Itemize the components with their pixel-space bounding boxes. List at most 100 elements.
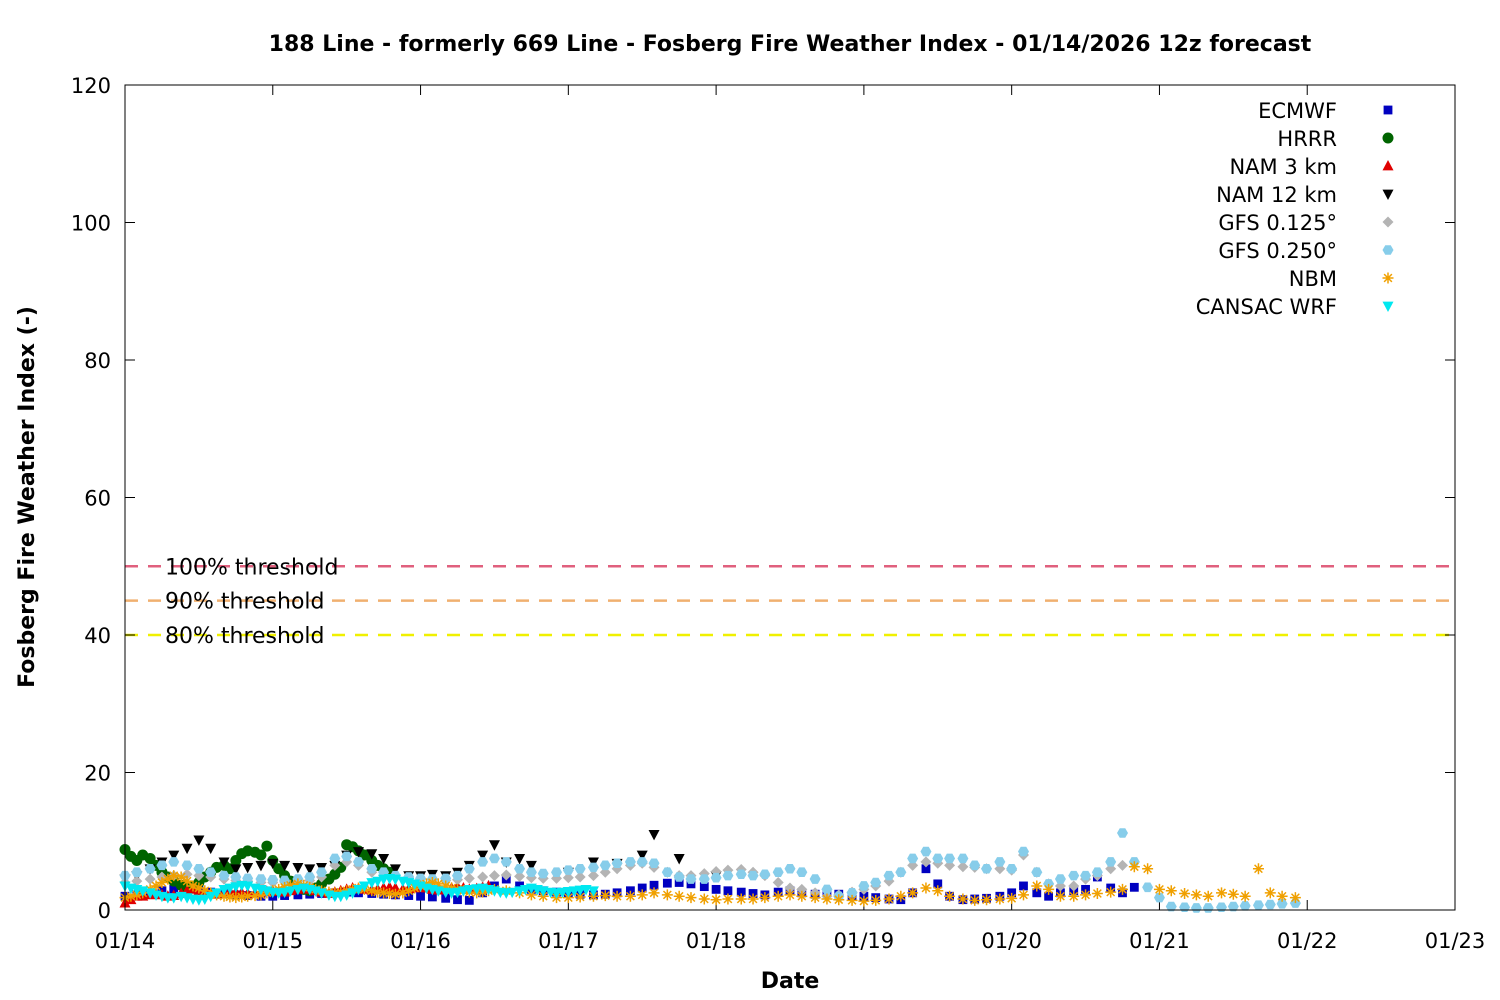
data-point: [661, 889, 673, 901]
data-point: [562, 892, 574, 904]
data-point: [1227, 888, 1239, 900]
y-tick-label: 80: [84, 349, 111, 373]
threshold-label: 90% threshold: [165, 590, 325, 615]
data-point: [389, 888, 401, 900]
y-tick-label: 60: [84, 487, 111, 511]
legend-label: NAM 3 km: [1229, 155, 1337, 179]
data-point: [895, 867, 907, 877]
data-point: [1165, 885, 1177, 897]
data-point: [833, 894, 845, 906]
data-point: [932, 885, 944, 897]
threshold-lines: 100% threshold 90% threshold 80% threshold: [125, 555, 1455, 649]
data-point: [870, 877, 882, 888]
data-point: [599, 890, 611, 902]
data-point: [698, 874, 710, 884]
data-point: [403, 885, 415, 897]
data-point: [674, 878, 684, 887]
data-point: [218, 890, 230, 902]
data-point: [710, 872, 722, 883]
data-point: [169, 884, 179, 894]
data-point: [1068, 890, 1080, 902]
data-point: [1105, 886, 1117, 898]
data-point: [796, 883, 808, 895]
data-point: [648, 829, 660, 841]
data-point: [1019, 881, 1028, 891]
data-point: [846, 888, 858, 898]
data-point: [384, 888, 396, 899]
data-point: [1239, 901, 1251, 911]
data-point: [488, 853, 500, 864]
data-point: [205, 891, 217, 903]
data-point: [648, 858, 660, 869]
data-point: [453, 895, 462, 905]
data-point: [249, 890, 261, 902]
x-tick-label: 01/19: [834, 929, 895, 953]
data-point: [242, 873, 254, 884]
data-point: [736, 887, 746, 897]
data-point: [994, 893, 1006, 905]
data-point: [515, 881, 524, 891]
data-point: [285, 886, 297, 897]
data-point: [205, 867, 217, 877]
data-point: [1117, 828, 1128, 838]
data-point: [372, 876, 384, 888]
data-point: [920, 882, 932, 894]
data-point: [285, 879, 297, 891]
data-point: [920, 846, 932, 857]
data-point: [1276, 890, 1288, 902]
data-point: [624, 857, 636, 867]
data-point: [809, 892, 821, 904]
data-point: [1190, 889, 1202, 901]
data-point: [772, 890, 784, 902]
data-point: [255, 860, 267, 872]
data-point: [699, 882, 709, 892]
data-point: [193, 835, 205, 846]
x-tick-label: 01/14: [95, 929, 156, 953]
data-point: [772, 867, 784, 877]
data-point: [933, 879, 943, 889]
data-point: [236, 891, 248, 903]
data-point: [1129, 882, 1139, 892]
data-point: [685, 892, 697, 904]
data-point: [156, 877, 168, 888]
data-point: [969, 894, 981, 906]
data-point: [427, 892, 437, 902]
data-point: [500, 869, 512, 881]
data-point: [673, 890, 685, 902]
data-point: [218, 857, 230, 868]
plot-frame: [124, 84, 1456, 911]
legend-marker: [1382, 132, 1394, 144]
data-point: [698, 893, 710, 905]
legend: ECMWF HRRR NAM 3 km NAM 12 km GFS 0.125° GFS …: [1196, 99, 1394, 319]
data-point: [292, 862, 304, 874]
data-point: [735, 893, 747, 905]
data-point: [784, 882, 796, 894]
data-point: [279, 860, 291, 872]
data-point: [747, 870, 759, 881]
legend-marker: [1382, 272, 1394, 284]
x-tick-label: 01/15: [243, 929, 304, 953]
series-group: [119, 873, 599, 906]
data-point: [525, 889, 537, 901]
data-point: [587, 886, 599, 897]
data-point: [477, 871, 489, 883]
data-point: [1006, 892, 1018, 904]
data-point: [514, 870, 526, 882]
data-point: [994, 857, 1006, 867]
data-point: [341, 851, 353, 862]
data-point: [784, 889, 796, 901]
legend-marker: [1383, 105, 1393, 115]
x-tick-label: 01/17: [538, 929, 599, 953]
data-point: [162, 873, 174, 885]
y-axis-title: Fosberg Fire Weather Index (-): [15, 306, 40, 688]
data-point: [488, 840, 500, 851]
data-point: [1142, 863, 1154, 875]
data-point: [358, 881, 370, 892]
data-point: [366, 849, 378, 860]
y-tick-label: 20: [84, 762, 111, 786]
data-point: [1165, 901, 1177, 912]
data-point: [661, 867, 673, 877]
legend-marker: [1382, 216, 1394, 228]
data-point: [686, 879, 696, 889]
chart-title: 188 Line - formerly 669 Line - Fosberg F…: [269, 32, 1312, 57]
